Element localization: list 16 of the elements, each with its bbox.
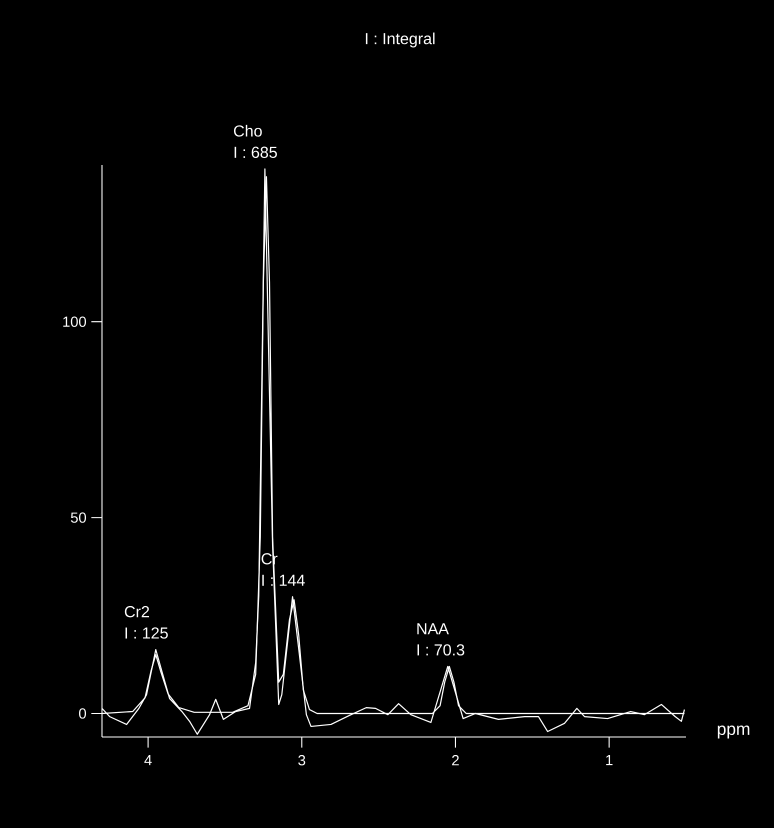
x-tick-label: 3: [298, 755, 306, 766]
x-tick-label: 1: [606, 755, 613, 766]
annotation: Cr2: [124, 606, 150, 618]
y-tick-label: 0: [79, 708, 86, 719]
chart-title: I : Integral: [366, 32, 434, 48]
annotation: Cho: [234, 124, 262, 137]
annotation: I : 144: [262, 574, 305, 586]
annotation: I : 70.3: [418, 644, 464, 656]
annotation: NAA: [417, 623, 449, 634]
y-tick-label: 50: [70, 512, 86, 523]
x-tick-label: 4: [144, 755, 152, 766]
annotation: I : 685: [234, 146, 277, 158]
x-tick-label: 2: [452, 755, 459, 766]
x-axis-title: ppm: [718, 726, 750, 738]
annotation: I : 125: [126, 627, 168, 639]
y-tick-label: 100: [63, 316, 86, 327]
